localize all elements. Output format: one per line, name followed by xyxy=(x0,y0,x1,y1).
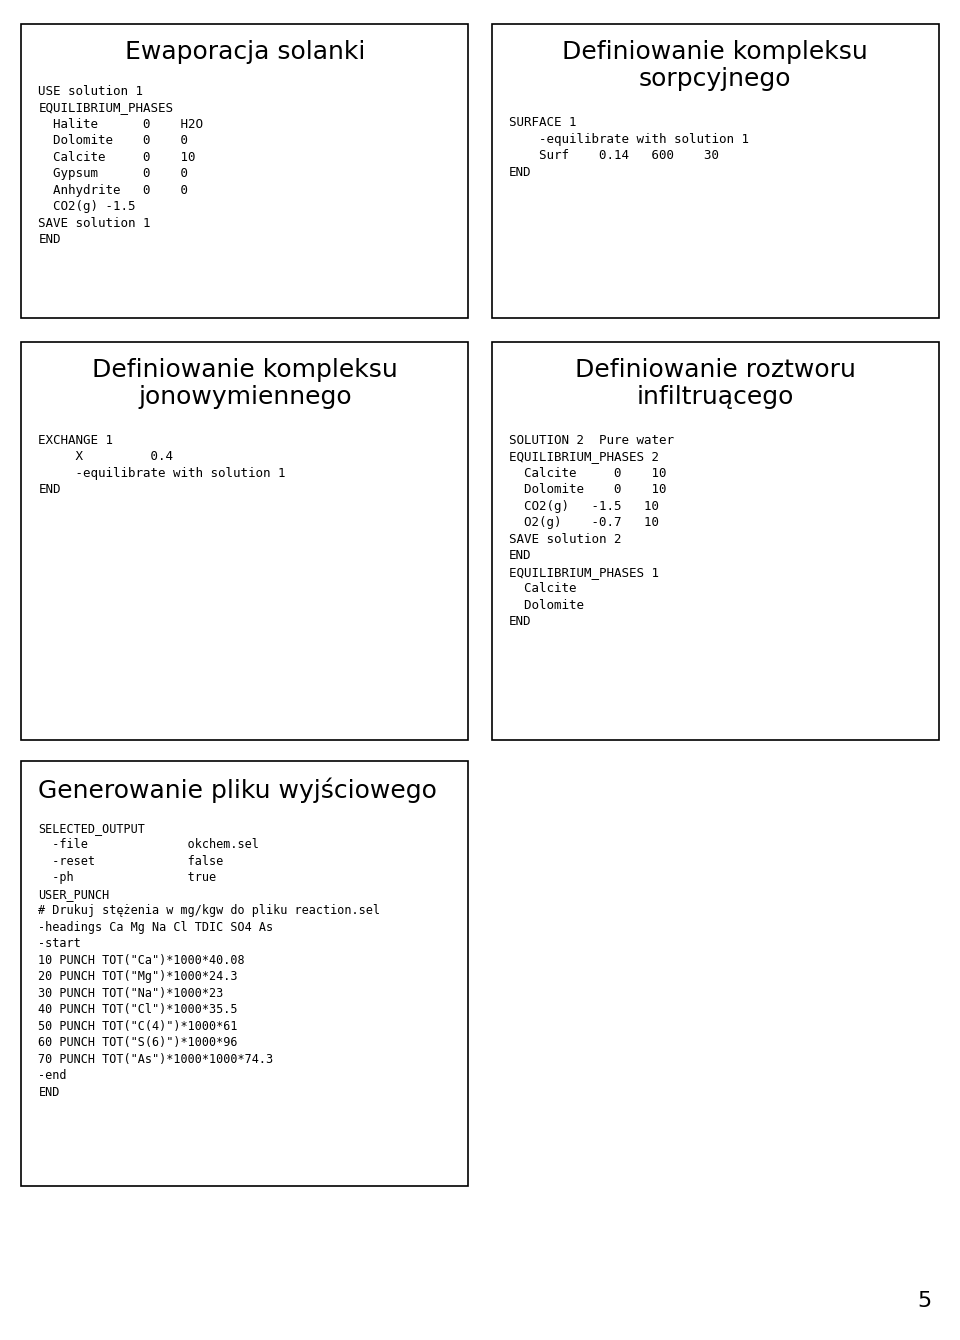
Text: USE solution 1
EQUILIBRIUM_PHASES
  Halite      0    H2O
  Dolomite    0    0
  : USE solution 1 EQUILIBRIUM_PHASES Halite… xyxy=(38,84,204,247)
Text: 5: 5 xyxy=(917,1290,931,1311)
Text: Generowanie pliku wyjściowego: Generowanie pliku wyjściowego xyxy=(38,777,437,803)
Text: Definiowanie roztworu
infiltruącego: Definiowanie roztworu infiltruącego xyxy=(575,358,855,409)
Text: EXCHANGE 1
     X         0.4
     -equilibrate with solution 1
END: EXCHANGE 1 X 0.4 -equilibrate with solut… xyxy=(38,434,286,496)
Text: Definiowanie kompleksu
jonowymiennego: Definiowanie kompleksu jonowymiennego xyxy=(92,358,397,409)
FancyBboxPatch shape xyxy=(21,24,468,318)
FancyBboxPatch shape xyxy=(21,342,468,740)
Text: SELECTED_OUTPUT
  -file              okchem.sel
  -reset             false
  -ph: SELECTED_OUTPUT -file okchem.sel -reset … xyxy=(38,821,380,1099)
Text: SURFACE 1
    -equilibrate with solution 1
    Surf    0.14   600    30
END: SURFACE 1 -equilibrate with solution 1 S… xyxy=(509,117,749,178)
Text: SOLUTION 2  Pure water
EQUILIBRIUM_PHASES 2
  Calcite     0    10
  Dolomite    : SOLUTION 2 Pure water EQUILIBRIUM_PHASES… xyxy=(509,434,674,628)
FancyBboxPatch shape xyxy=(21,761,468,1186)
FancyBboxPatch shape xyxy=(492,24,939,318)
Text: Ewaporacja solanki: Ewaporacja solanki xyxy=(125,40,365,64)
Text: Definiowanie kompleksu
sorpcyjnego: Definiowanie kompleksu sorpcyjnego xyxy=(563,40,868,91)
FancyBboxPatch shape xyxy=(492,342,939,740)
